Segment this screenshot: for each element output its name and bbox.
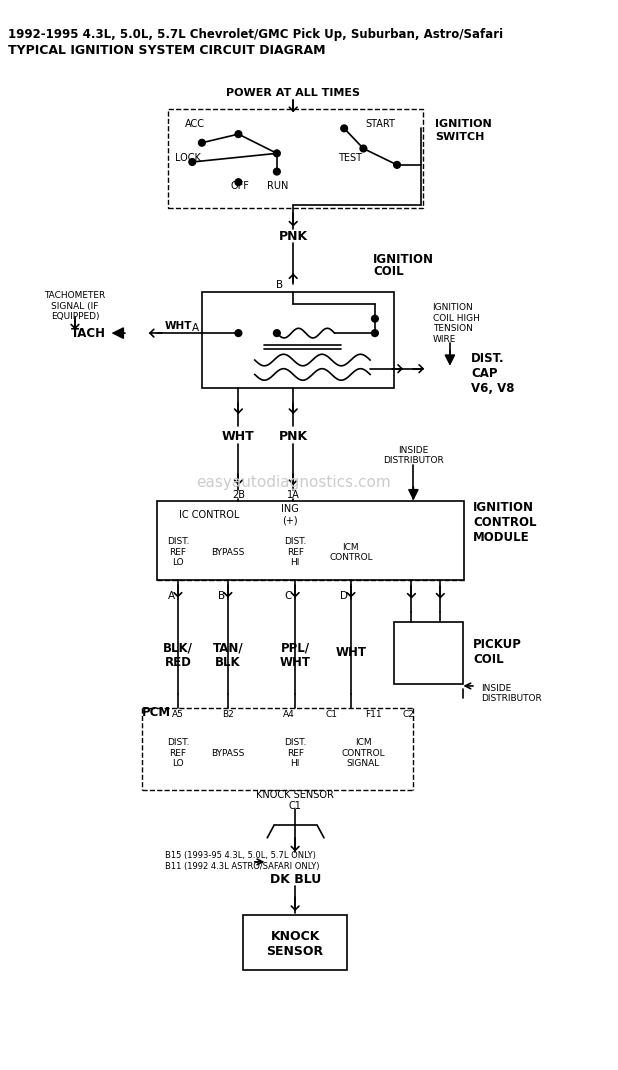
Text: 1A: 1A (287, 490, 300, 500)
Text: DIST.
CAP
V6, V8: DIST. CAP V6, V8 (471, 352, 515, 395)
Text: C2: C2 (403, 710, 415, 719)
Text: WHT: WHT (165, 321, 193, 332)
Text: PICKUP
COIL: PICKUP COIL (473, 639, 522, 667)
Text: F11: F11 (365, 710, 381, 719)
Text: KNOCK
SENSOR: KNOCK SENSOR (266, 930, 324, 958)
Text: IC CONTROL: IC CONTROL (179, 509, 240, 520)
Text: WHT: WHT (336, 646, 366, 659)
Circle shape (274, 168, 280, 175)
Text: A: A (167, 591, 175, 600)
Circle shape (341, 125, 347, 132)
Text: TEST: TEST (339, 153, 362, 163)
Text: START: START (365, 119, 395, 128)
Text: POWER AT ALL TIMES: POWER AT ALL TIMES (226, 88, 360, 97)
Text: B11 (1992 4.3L ASTRO/SAFARI ONLY): B11 (1992 4.3L ASTRO/SAFARI ONLY) (166, 862, 320, 871)
Text: PCM: PCM (142, 706, 171, 719)
Text: TACH: TACH (70, 326, 106, 339)
Text: C: C (285, 591, 292, 600)
Circle shape (394, 162, 400, 168)
Text: IGNITION
COIL HIGH
TENSION
WIRE: IGNITION COIL HIGH TENSION WIRE (433, 304, 480, 343)
Text: RUN: RUN (267, 181, 289, 192)
Text: B2: B2 (222, 710, 234, 719)
Text: A4: A4 (282, 710, 294, 719)
Text: BYPASS: BYPASS (211, 548, 245, 556)
Text: C1: C1 (326, 710, 337, 719)
Text: BLK/
RED: BLK/ RED (163, 641, 193, 669)
Text: TYPICAL IGNITION SYSTEM CIRCUIT DIAGRAM: TYPICAL IGNITION SYSTEM CIRCUIT DIAGRAM (7, 44, 325, 57)
Text: IGNITION
CONTROL
MODULE: IGNITION CONTROL MODULE (473, 501, 536, 544)
Text: DIST.
REF
LO: DIST. REF LO (167, 738, 189, 768)
Bar (202, 292, 394, 388)
Circle shape (198, 139, 205, 147)
Text: D: D (340, 591, 348, 600)
Text: A5: A5 (172, 710, 184, 719)
Bar (168, 109, 423, 209)
Text: C1: C1 (289, 801, 302, 811)
Text: TACHOMETER
SIGNAL (IF
EQUIPPED): TACHOMETER SIGNAL (IF EQUIPPED) (44, 291, 106, 321)
Circle shape (274, 330, 280, 336)
Text: PNK: PNK (279, 230, 308, 244)
Text: IGNITION: IGNITION (436, 120, 493, 129)
Circle shape (235, 131, 242, 137)
Text: COIL: COIL (373, 265, 404, 278)
Bar (394, 622, 464, 684)
Text: LOCK: LOCK (175, 153, 201, 163)
Circle shape (360, 146, 366, 152)
Text: IGNITION: IGNITION (373, 253, 434, 265)
Text: ING
(+): ING (+) (281, 504, 299, 525)
Text: B15 (1993-95 4.3L, 5.0L, 5.7L ONLY): B15 (1993-95 4.3L, 5.0L, 5.7L ONLY) (166, 851, 316, 859)
Text: PNK: PNK (279, 430, 308, 443)
Text: DIST.
REF
HI: DIST. REF HI (284, 537, 307, 567)
Circle shape (371, 316, 378, 322)
Text: KNOCK SENSOR: KNOCK SENSOR (256, 790, 334, 799)
Bar (157, 502, 464, 580)
Text: PPL/
WHT: PPL/ WHT (279, 641, 311, 669)
Text: OFF: OFF (231, 181, 250, 192)
Circle shape (274, 150, 280, 156)
Text: B: B (218, 591, 225, 600)
Text: SWITCH: SWITCH (436, 132, 485, 142)
Text: DK BLU: DK BLU (269, 873, 321, 886)
Circle shape (235, 179, 242, 185)
Text: DIST.
REF
HI: DIST. REF HI (284, 738, 307, 768)
Text: B: B (276, 280, 284, 290)
Text: easyautodiagnostics.com: easyautodiagnostics.com (196, 475, 391, 490)
Text: A: A (192, 323, 199, 334)
Text: 1992-1995 4.3L, 5.0L, 5.7L Chevrolet/GMC Pick Up, Suburban, Astro/Safari: 1992-1995 4.3L, 5.0L, 5.7L Chevrolet/GMC… (7, 29, 503, 42)
Text: ACC: ACC (185, 119, 205, 128)
Text: ICM
CONTROL
SIGNAL: ICM CONTROL SIGNAL (342, 738, 385, 768)
Circle shape (189, 158, 196, 166)
Circle shape (235, 330, 242, 336)
Text: ICM
CONTROL: ICM CONTROL (329, 542, 373, 562)
Text: 2B: 2B (232, 490, 245, 500)
Bar (243, 915, 347, 970)
Circle shape (371, 330, 378, 336)
Text: DIST.
REF
LO: DIST. REF LO (167, 537, 189, 567)
Text: INSIDE
DISTRIBUTOR: INSIDE DISTRIBUTOR (481, 684, 541, 703)
Text: INSIDE
DISTRIBUTOR: INSIDE DISTRIBUTOR (383, 445, 444, 464)
Text: BYPASS: BYPASS (211, 749, 245, 758)
Text: TAN/
BLK: TAN/ BLK (213, 641, 243, 669)
Text: WHT: WHT (222, 430, 255, 443)
